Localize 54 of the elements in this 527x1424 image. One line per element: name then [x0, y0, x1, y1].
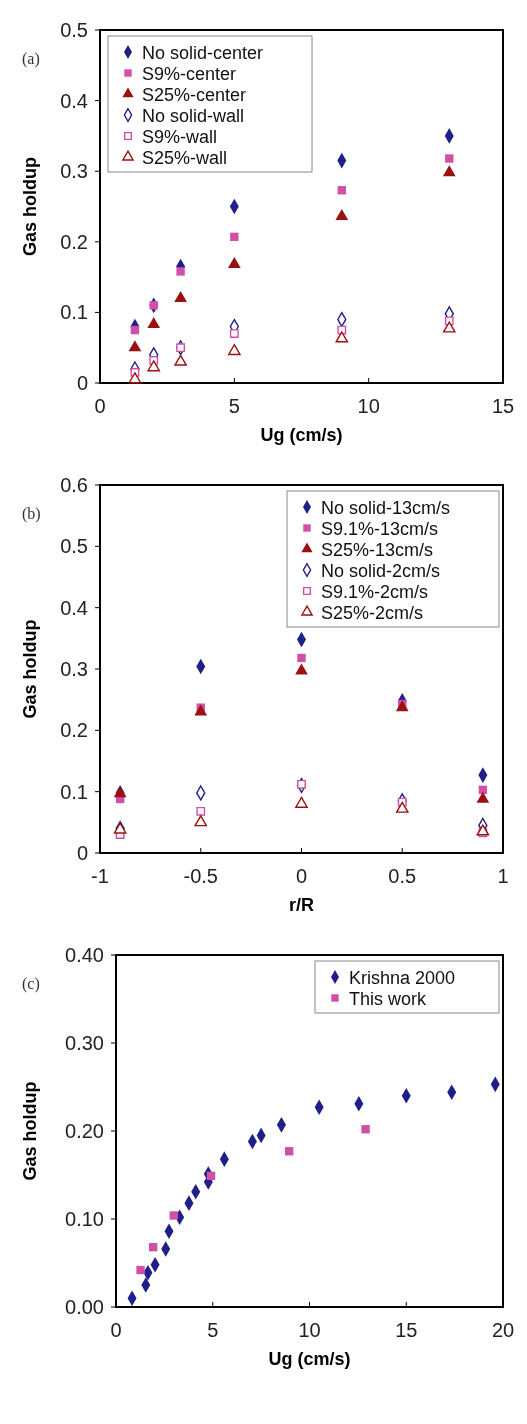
x-tick-label: 15 — [395, 1319, 418, 1341]
y-tick-label: 0.3 — [60, 160, 88, 183]
y-tick-label: 0.40 — [65, 944, 104, 966]
text: (b) — [22, 505, 41, 523]
x-tick-label: 10 — [298, 1319, 321, 1341]
legend-label: S9%-center — [142, 64, 237, 84]
x-axis-title: Ug (cm/s) — [268, 1349, 351, 1369]
x-axis-title: r/R — [288, 895, 315, 915]
legend-label: S25%-wall — [142, 148, 228, 168]
y-tick-label: 0.4 — [60, 596, 88, 619]
y-axis-title: Gas holdup — [20, 1081, 40, 1181]
legend-label: No solid-2cm/s — [321, 561, 441, 581]
x-tick-label: 10 — [357, 395, 380, 417]
y-tick-label: 0.20 — [65, 1120, 104, 1142]
y-tick-label: 0.6 — [60, 474, 88, 496]
x-tick-label: -0.5 — [183, 865, 218, 887]
y-tick-label: 0.00 — [65, 1296, 104, 1318]
x-tick-label: 5 — [228, 395, 240, 417]
y-tick-label: 0.30 — [65, 1032, 104, 1054]
x-axis-title: Ug (cm/s) — [260, 425, 343, 445]
y-axis-title: Gas holdup — [20, 619, 40, 719]
y-tick-label: 0 — [76, 842, 88, 864]
y-tick-label: 0.5 — [60, 535, 88, 558]
legend-label: No solid-center — [142, 43, 264, 63]
x-tick-label: -1 — [91, 865, 109, 887]
y-tick-label: 0.10 — [65, 1208, 104, 1230]
legend-label: S9%-wall — [142, 127, 218, 147]
y-tick-label: 0.1 — [60, 301, 88, 324]
y-tick-label: 0.2 — [60, 719, 88, 742]
y-axis-title: Gas holdup — [20, 157, 40, 256]
legend-label: This work — [349, 989, 428, 1009]
x-tick-label: 20 — [491, 1319, 515, 1341]
x-tick-label: 0.5 — [388, 865, 417, 887]
y-tick-label: 0.3 — [60, 658, 88, 680]
y-tick-label: 0.2 — [60, 230, 88, 253]
legend-label: S9.1%-13cm/s — [321, 519, 439, 539]
y-tick-label: 0 — [76, 372, 88, 394]
x-tick-label: 15 — [491, 395, 515, 417]
text: (a) — [22, 50, 40, 68]
x-tick-label: 5 — [207, 1319, 219, 1341]
legend-label: S25%-center — [142, 85, 247, 105]
y-tick-label: 0.4 — [60, 89, 88, 112]
y-tick-label: 0.5 — [60, 19, 88, 41]
legend-label: S25%-2cm/s — [321, 603, 424, 623]
legend-label: Krishna 2000 — [349, 968, 456, 988]
y-tick-label: 0.1 — [60, 780, 88, 803]
legend-label: S25%-13cm/s — [321, 540, 434, 560]
x-tick-label: 1 — [497, 865, 509, 887]
legend-label: No solid-wall — [142, 106, 245, 126]
x-tick-label: 0 — [295, 865, 308, 887]
x-tick-label: 0 — [110, 1319, 122, 1341]
legend-label: No solid-13cm/s — [321, 498, 451, 518]
text: (c) — [22, 975, 40, 993]
legend-label: S9.1%-2cm/s — [321, 582, 429, 602]
